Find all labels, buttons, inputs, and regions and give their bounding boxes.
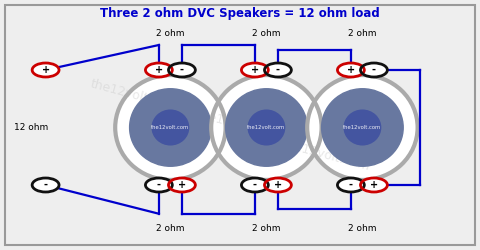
Text: +: + xyxy=(155,65,163,75)
Text: -: - xyxy=(276,65,280,75)
Ellipse shape xyxy=(307,75,418,180)
Ellipse shape xyxy=(115,75,226,180)
Text: -: - xyxy=(372,65,376,75)
Text: +: + xyxy=(370,180,378,190)
Text: 2 ohm: 2 ohm xyxy=(252,29,281,38)
Circle shape xyxy=(145,63,172,77)
Ellipse shape xyxy=(211,75,322,180)
Circle shape xyxy=(337,178,364,192)
Circle shape xyxy=(360,178,387,192)
Ellipse shape xyxy=(322,89,403,166)
Text: the12volt.com: the12volt.com xyxy=(247,125,286,130)
FancyBboxPatch shape xyxy=(5,5,475,245)
Text: -: - xyxy=(157,180,161,190)
Text: 12 ohm: 12 ohm xyxy=(14,123,48,132)
Circle shape xyxy=(241,178,268,192)
Circle shape xyxy=(168,178,195,192)
Ellipse shape xyxy=(130,89,211,166)
Text: -: - xyxy=(253,180,257,190)
Text: 2 ohm: 2 ohm xyxy=(348,29,377,38)
Ellipse shape xyxy=(226,89,307,166)
Text: the12volt.com: the12volt.com xyxy=(343,125,382,130)
Text: 2 ohm: 2 ohm xyxy=(348,224,377,233)
Text: the12volt.com: the12volt.com xyxy=(281,137,372,173)
Text: 2 ohm: 2 ohm xyxy=(156,29,185,38)
Text: +: + xyxy=(347,65,355,75)
Text: the12volt.com: the12volt.com xyxy=(195,107,285,143)
Text: the12volt.com: the12volt.com xyxy=(151,125,190,130)
Circle shape xyxy=(32,178,59,192)
Text: Three 2 ohm DVC Speakers = 12 ohm load: Three 2 ohm DVC Speakers = 12 ohm load xyxy=(100,7,380,20)
Text: 2 ohm: 2 ohm xyxy=(156,224,185,233)
Circle shape xyxy=(360,63,387,77)
Text: -: - xyxy=(180,65,184,75)
Text: +: + xyxy=(274,180,282,190)
Text: 2 ohm: 2 ohm xyxy=(252,224,281,233)
Text: -: - xyxy=(44,180,48,190)
Text: +: + xyxy=(178,180,186,190)
Circle shape xyxy=(168,63,195,77)
Circle shape xyxy=(32,63,59,77)
Circle shape xyxy=(337,63,364,77)
Ellipse shape xyxy=(248,110,285,145)
Ellipse shape xyxy=(344,110,381,145)
Circle shape xyxy=(241,63,268,77)
Text: +: + xyxy=(42,65,49,75)
Circle shape xyxy=(264,178,291,192)
Ellipse shape xyxy=(152,110,189,145)
Text: -: - xyxy=(349,180,353,190)
Text: +: + xyxy=(251,65,259,75)
Circle shape xyxy=(145,178,172,192)
Text: the12volt.com: the12volt.com xyxy=(89,77,180,113)
Circle shape xyxy=(264,63,291,77)
